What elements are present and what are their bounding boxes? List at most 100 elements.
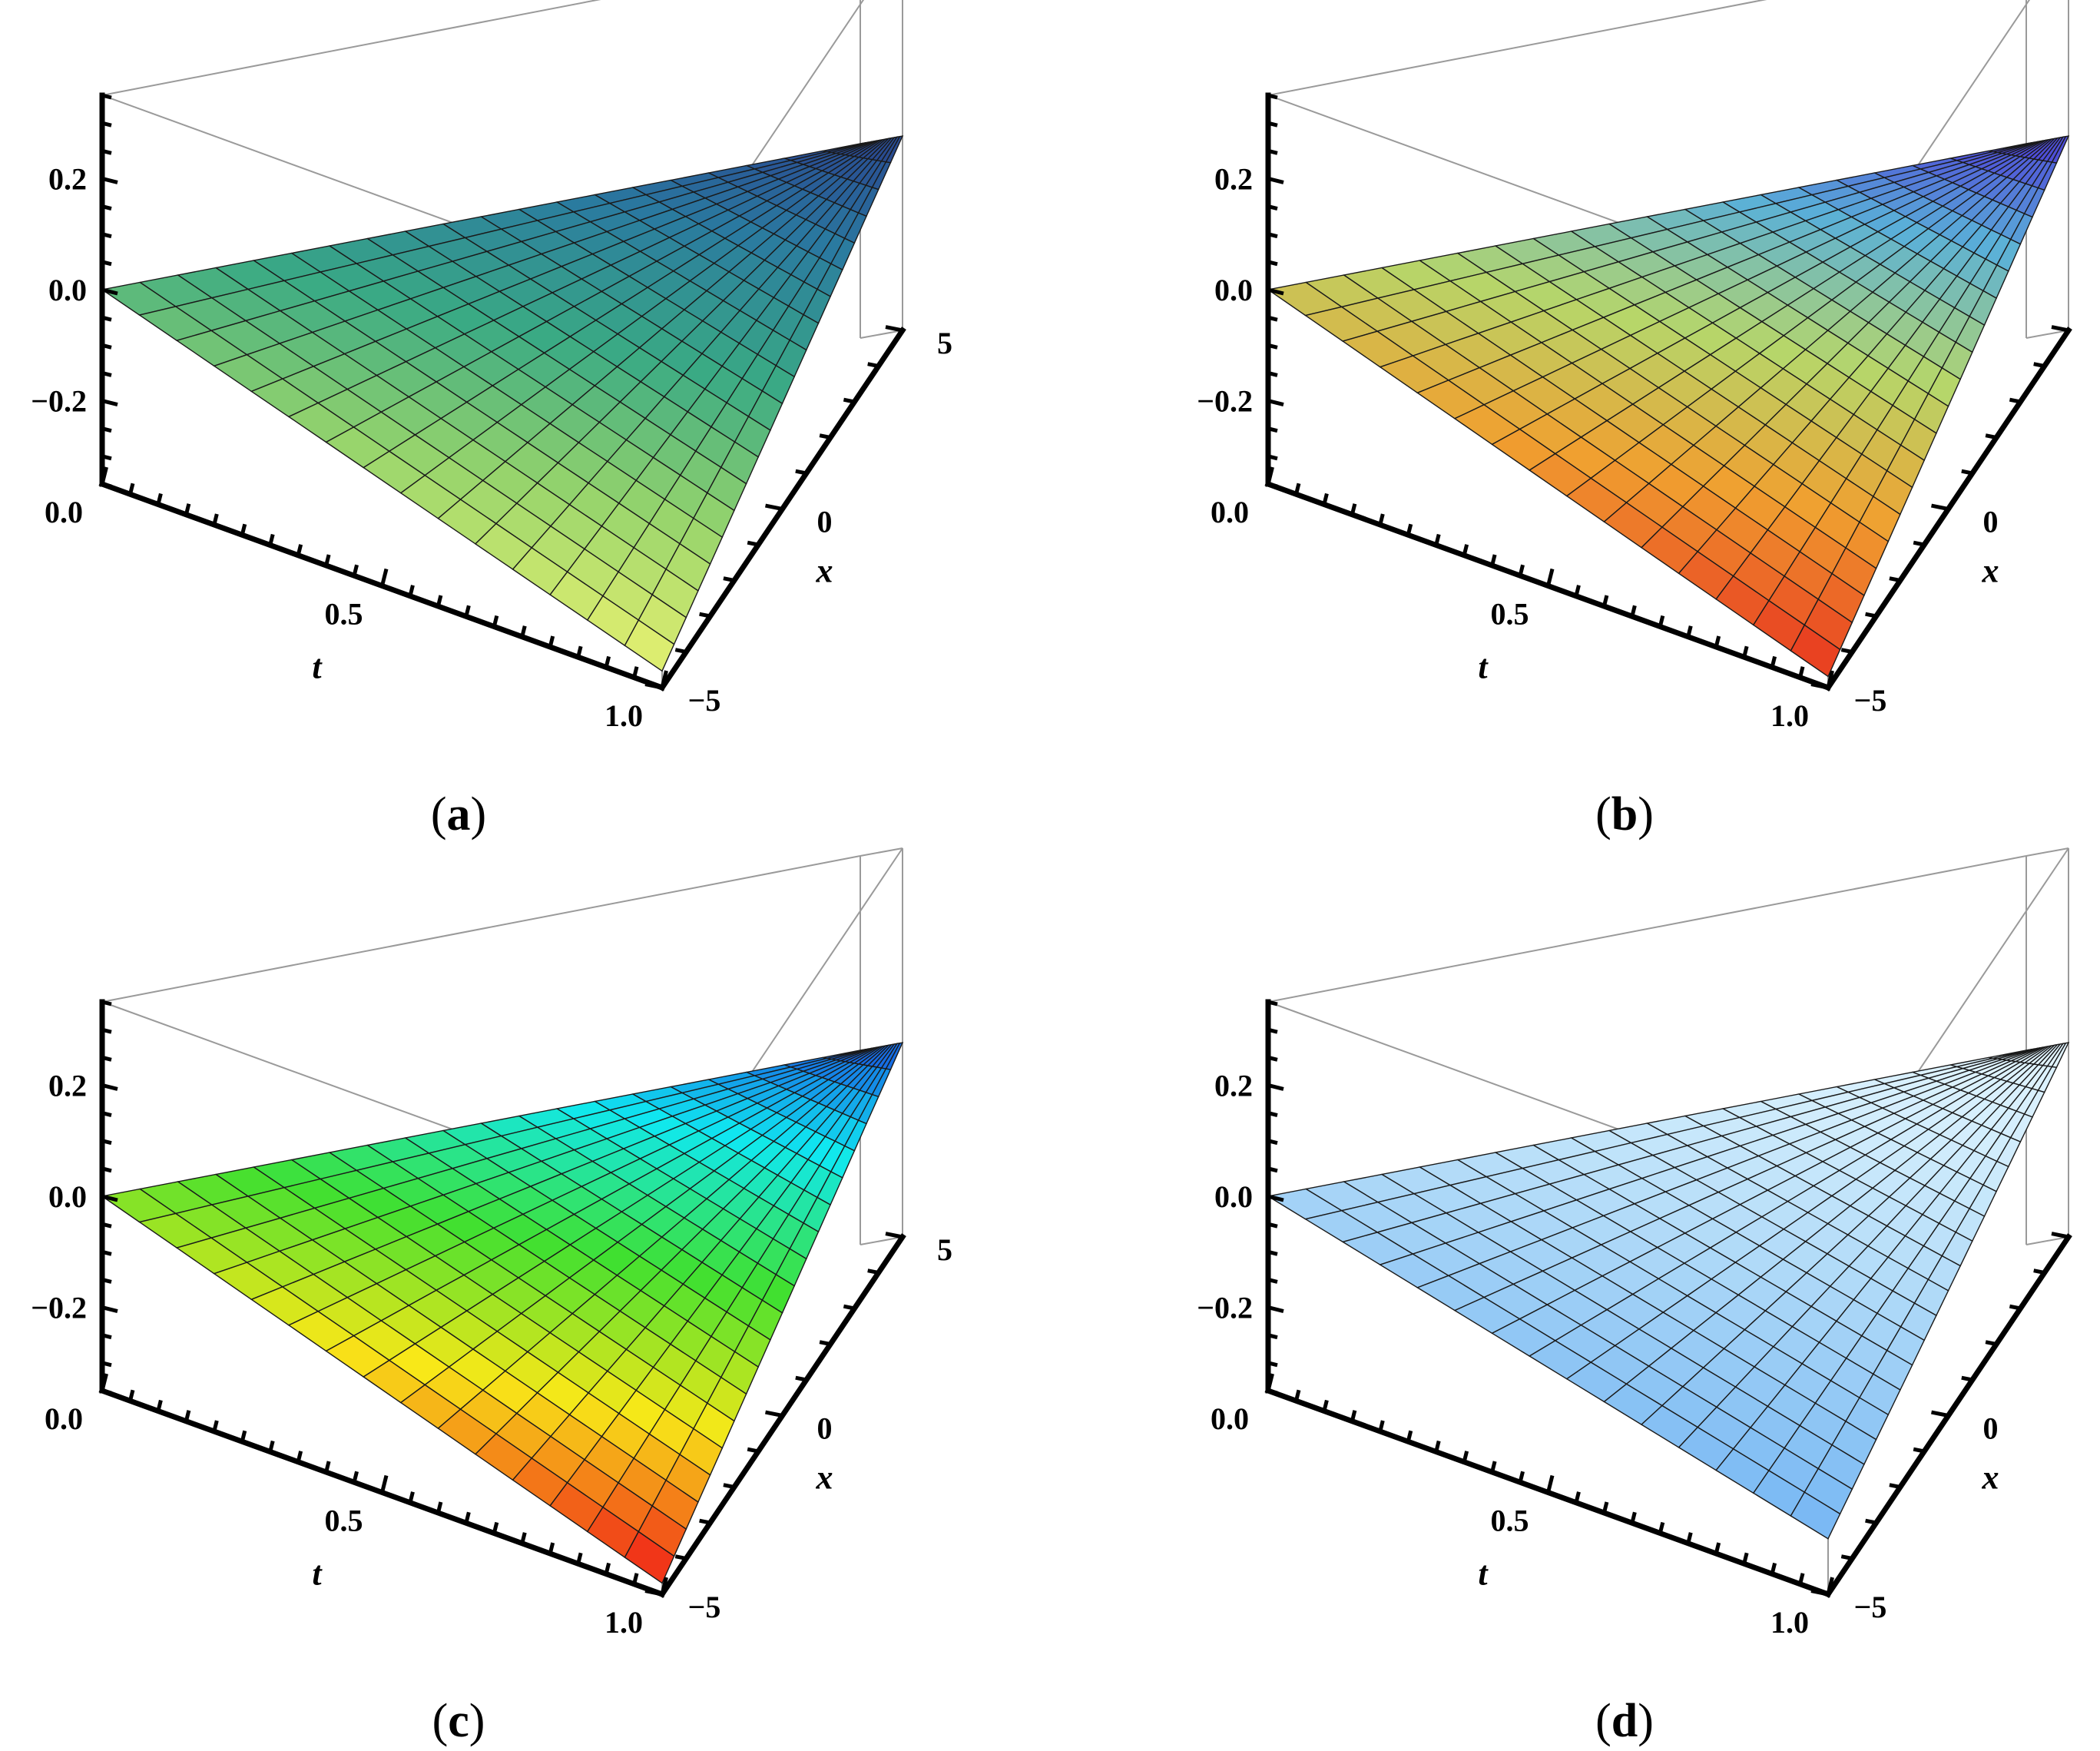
- z-axis-tick: [101, 204, 112, 211]
- x-axis-tick: [1865, 1518, 1877, 1525]
- surface-patch: [624, 1530, 675, 1584]
- z-axis-tick: [1267, 260, 1278, 267]
- x-axis-tick: [644, 1589, 663, 1597]
- z-axis-tick: [1267, 204, 1278, 211]
- z-axis-tick: [1267, 93, 1278, 100]
- bounding-box-edge: [2025, 330, 2069, 339]
- x-axis-name: x: [816, 552, 833, 590]
- t-axis-tick: [100, 1373, 108, 1391]
- z-axis-tick: [1267, 232, 1278, 239]
- z-axis-tick: [1267, 1222, 1278, 1229]
- x-axis-tick: [1889, 576, 1901, 582]
- z-axis-tick: [1267, 426, 1278, 433]
- x-axis-tick: [867, 1268, 879, 1275]
- z-axis-tick: [101, 93, 112, 100]
- z-axis-tick: [1267, 315, 1278, 322]
- t-axis-tick: [268, 1440, 275, 1453]
- t-axis-tick: [1658, 1521, 1665, 1534]
- x-axis-tick: [1889, 1483, 1901, 1489]
- x-axis-tick: [699, 1518, 711, 1525]
- t-axis-tick: [1266, 1373, 1274, 1391]
- z-axis-tick: [1267, 1027, 1278, 1034]
- z-axis-tick: [1267, 1361, 1278, 1368]
- z-axis-tick: [101, 482, 112, 489]
- z-axis-tick: [101, 1166, 112, 1173]
- x-axis-tick: [843, 1304, 855, 1311]
- z-axis-tick: [101, 399, 118, 406]
- t-axis-tick: [464, 605, 471, 617]
- z-axis-tick: [101, 426, 112, 433]
- t-axis-tick: [1798, 666, 1805, 678]
- x-axis-tick: [699, 612, 711, 618]
- t-axis-tick: [660, 1577, 668, 1595]
- z-axis-tick: [101, 1388, 112, 1395]
- x-axis-tick: [2033, 1268, 2045, 1275]
- z-axis-tick: [101, 371, 112, 377]
- x-axis-name: x: [1982, 552, 1999, 590]
- z-axis-tick: [101, 1278, 112, 1284]
- z-axis-tick: [101, 1055, 112, 1062]
- t-axis-tick: [184, 1410, 191, 1422]
- z-axis-tick: [1267, 343, 1278, 350]
- t-axis-tick: [352, 564, 359, 576]
- t-tick-label: 0.5: [325, 597, 363, 632]
- bounding-box-edge: [2025, 847, 2069, 857]
- x-axis-tick: [795, 469, 807, 476]
- x-axis-tick: [843, 397, 855, 404]
- t-axis-name: t: [1478, 1555, 1489, 1593]
- bounding-box-edge: [860, 1236, 903, 1245]
- t-tick-label: 1.0: [604, 1605, 643, 1640]
- bounding-box-edge: [860, 847, 903, 857]
- t-axis-tick: [1742, 645, 1749, 658]
- z-axis-tick: [1267, 399, 1284, 406]
- z-axis-tick: [101, 1194, 118, 1202]
- t-axis-tick: [156, 1399, 163, 1412]
- z-tick-label: 0.2: [1214, 1068, 1253, 1103]
- panel-caption: (b): [1595, 788, 1654, 841]
- x-tick-label: −5: [688, 683, 721, 718]
- z-axis-tick: [1267, 1333, 1278, 1340]
- t-axis-tick: [1574, 585, 1581, 597]
- x-tick-label: 0: [817, 1411, 833, 1446]
- x-axis-tick: [1931, 1410, 1949, 1418]
- t-axis-tick: [576, 645, 583, 658]
- t-axis-tick: [1546, 1474, 1555, 1494]
- z-axis-tick: [101, 232, 112, 239]
- t-axis-tick: [380, 568, 389, 587]
- t-axis-tick: [548, 635, 555, 648]
- t-axis-tick: [408, 585, 415, 597]
- t-tick-label: 0.5: [1491, 1504, 1529, 1538]
- z-axis-tick: [101, 1305, 118, 1313]
- x-axis-tick: [1810, 1589, 1829, 1597]
- z-axis-tick: [1267, 454, 1278, 461]
- z-axis-tick: [1267, 121, 1278, 128]
- t-axis-tick: [1350, 1410, 1357, 1422]
- t-axis-tick: [1798, 1573, 1805, 1585]
- surface-mesh: [1267, 135, 2070, 678]
- t-axis-tick: [1294, 1389, 1301, 1401]
- z-axis-tick: [1267, 148, 1278, 155]
- t-axis-tick: [1350, 503, 1357, 516]
- panel-c: 0.0 0.5 1.0 −5 0 5 0.2 0.0 −0.2 t x (c): [31, 847, 952, 1747]
- t-axis-tick: [1630, 1511, 1637, 1524]
- t-axis-tick: [604, 1562, 611, 1575]
- panel-caption: (d): [1595, 1695, 1654, 1747]
- z-tick-label: 0.0: [48, 1179, 87, 1214]
- t-axis-tick: [520, 1532, 527, 1544]
- bounding-box-edge: [860, 330, 903, 339]
- surface-patch: [1790, 1491, 1841, 1540]
- z-tick-label: −0.2: [31, 1291, 87, 1325]
- t-axis-tick: [212, 513, 219, 526]
- x-axis-tick: [1840, 1554, 1853, 1560]
- x-axis-tick: [674, 1554, 687, 1560]
- z-tick-label: 0.2: [1214, 161, 1253, 196]
- t-axis-tick: [1826, 670, 1834, 688]
- z-axis-tick: [101, 1139, 112, 1146]
- t-tick-label: 0.5: [325, 1504, 363, 1538]
- t-tick-label: 1.0: [604, 698, 643, 733]
- t-axis-tick: [1378, 513, 1385, 526]
- t-axis-tick: [380, 1474, 389, 1494]
- t-axis-tick: [1518, 564, 1525, 576]
